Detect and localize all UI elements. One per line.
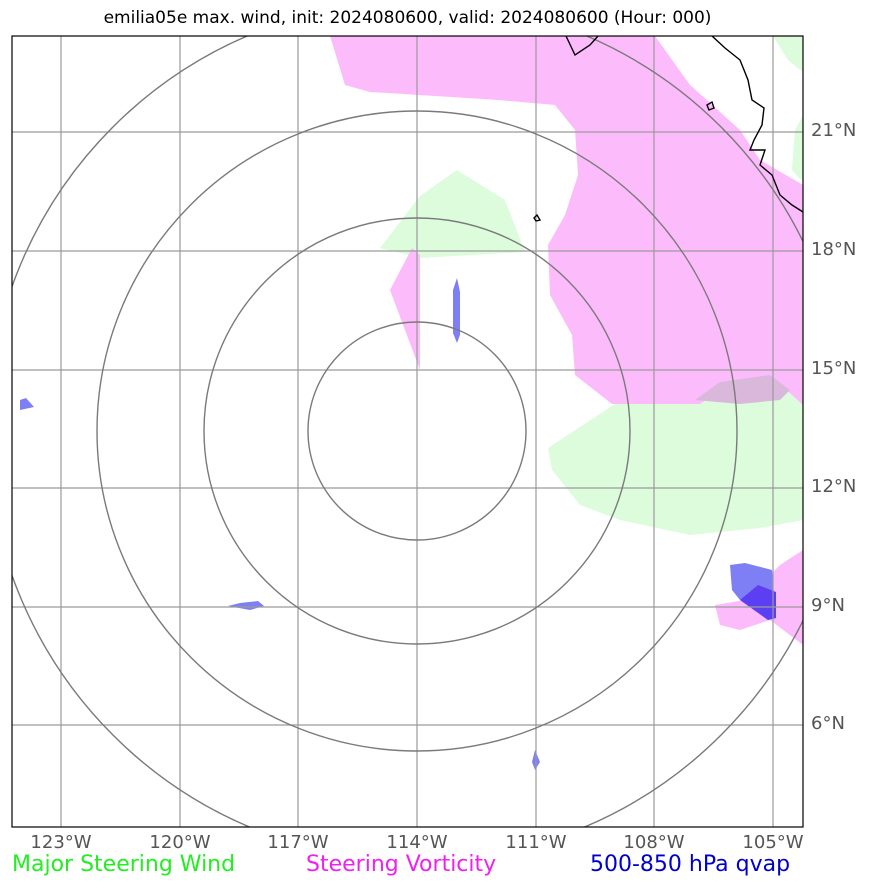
lon-label-111w: 111°W <box>505 832 567 853</box>
steering-vorticity-area <box>390 248 420 370</box>
range-ring-1 <box>307 321 527 541</box>
plot-frame <box>11 35 804 828</box>
map-title: emilia05e max. wind, init: 2024080600, v… <box>103 8 712 28</box>
lat-label-6n: 6°N <box>811 713 845 734</box>
qvap-area <box>20 398 34 410</box>
legend-qvap: 500-850 hPa qvap <box>590 852 791 877</box>
lat-label-15n: 15°N <box>811 358 857 379</box>
lat-label-9n: 9°N <box>811 595 845 616</box>
range-ring-3 <box>96 110 738 752</box>
lat-label-21n: 21°N <box>811 120 857 141</box>
lat-label-18n: 18°N <box>811 239 857 260</box>
qvap-area <box>453 278 460 343</box>
lon-label-108w: 108°W <box>623 832 685 853</box>
lon-label-105w: 105°W <box>742 832 804 853</box>
steering-wind-area <box>548 375 803 535</box>
vorticity-overlap-area <box>695 375 790 404</box>
steering-wind-area <box>380 170 525 258</box>
legend-steering-vorticity: Steering Vorticity <box>306 852 497 877</box>
lon-label-117w: 117°W <box>267 832 329 853</box>
qvap-area <box>740 585 776 620</box>
legend-steering-wind: Major Steering Wind <box>12 852 236 877</box>
steering-vorticity-area <box>330 36 803 405</box>
lon-label-114w: 114°W <box>386 832 448 853</box>
lat-label-12n: 12°N <box>811 476 857 497</box>
range-ring-2 <box>203 217 631 645</box>
steering-wind-area <box>773 36 803 72</box>
steering-wind-area <box>792 115 803 182</box>
coastline <box>533 36 803 222</box>
range-rings <box>12 36 803 827</box>
gridlines <box>12 36 803 827</box>
lon-label-120w: 120°W <box>149 832 211 853</box>
lon-label-123w: 123°W <box>30 832 92 853</box>
qvap-area <box>228 601 264 610</box>
